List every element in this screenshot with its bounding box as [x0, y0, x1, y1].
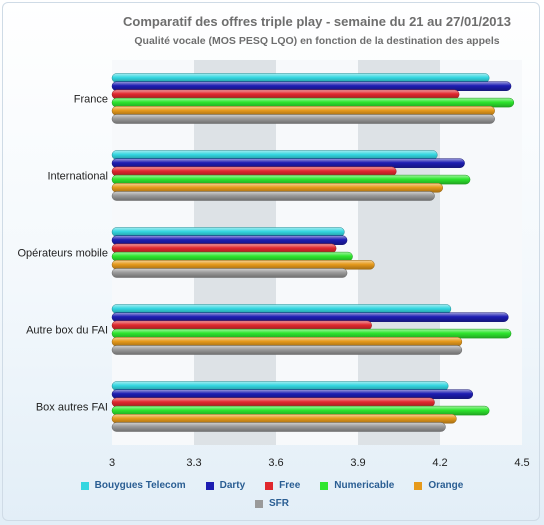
chart-title: Comparatif des offres triple play - sema…	[123, 14, 511, 29]
bar	[111, 381, 449, 391]
bar	[111, 422, 446, 432]
legend-item[interactable]: SFR	[255, 498, 289, 509]
grid-band	[440, 60, 522, 445]
legend-label: Bouygues Telecom	[94, 480, 186, 491]
tick-label: 4.5	[514, 457, 529, 469]
legend-row: Bouygues Telecom Darty Free Numericable Oran…	[0, 480, 544, 491]
chart-subtitle: Qualité vocale (MOS PESQ LQO) en fonctio…	[134, 35, 500, 47]
legend-swatch	[265, 481, 274, 490]
category-label: Opérateurs mobile	[18, 248, 109, 260]
bar-chart: France International Opérateurs mobile Autr…	[18, 60, 530, 469]
tick-label: 4.2	[432, 457, 447, 469]
legend-label: Free	[279, 480, 301, 491]
legend-label: Darty	[219, 480, 246, 491]
category-label: France	[74, 94, 108, 106]
bar	[111, 158, 465, 168]
tick-label: 3.3	[186, 457, 201, 469]
bar	[111, 166, 397, 177]
legend-item[interactable]: Free	[265, 480, 300, 491]
bar	[111, 328, 512, 339]
legend-swatch	[320, 481, 329, 490]
bar	[111, 89, 460, 100]
bar	[111, 320, 372, 331]
bar	[111, 312, 509, 322]
tick-label: 3	[109, 457, 115, 469]
bar	[111, 251, 353, 262]
legend-swatch	[205, 481, 214, 490]
bar	[111, 414, 457, 424]
bar	[111, 260, 375, 270]
category-label: Autre box du FAI	[26, 325, 108, 337]
bar	[111, 191, 435, 201]
category-labels: France International Opérateurs mobile Autr…	[18, 94, 109, 414]
legend: Bouygues Telecom Darty Free Numericable Oran…	[0, 480, 544, 516]
bar	[111, 235, 348, 245]
bar	[111, 183, 443, 193]
bar	[111, 73, 490, 83]
bar	[111, 227, 345, 237]
tick-label: 3.9	[350, 457, 365, 469]
chart-frame	[2, 2, 540, 521]
bar	[111, 304, 452, 314]
legend-item[interactable]: Darty	[205, 480, 246, 491]
bar	[111, 243, 337, 254]
bar	[111, 150, 438, 160]
bar	[111, 97, 515, 108]
grid-band	[358, 60, 440, 445]
bar	[111, 268, 348, 278]
bar	[111, 337, 463, 347]
bar	[111, 114, 495, 124]
bar	[111, 397, 435, 408]
bar	[111, 106, 495, 116]
bar	[111, 345, 463, 355]
bar	[111, 389, 474, 399]
legend-item[interactable]: Orange	[414, 480, 463, 491]
legend-swatch	[255, 499, 263, 508]
legend-item[interactable]: Bouygues Telecom	[80, 480, 186, 491]
legend-row: SFR	[0, 498, 544, 509]
bar	[111, 81, 512, 91]
legend-label: SFR	[269, 498, 289, 509]
legend-swatch	[80, 481, 89, 490]
legend-label: Numericable	[334, 480, 395, 491]
x-axis-ticks: 3 3.3 3.6 3.9 4.2 4.5	[109, 457, 530, 469]
bar	[111, 174, 471, 185]
category-label: Box autres FAI	[36, 402, 108, 414]
tick-label: 3.6	[268, 457, 283, 469]
legend-swatch	[414, 481, 423, 490]
legend-label: Orange	[428, 480, 464, 491]
bars	[111, 73, 515, 432]
bar	[111, 405, 490, 416]
category-label: International	[47, 171, 108, 183]
legend-item[interactable]: Numericable	[320, 480, 394, 491]
